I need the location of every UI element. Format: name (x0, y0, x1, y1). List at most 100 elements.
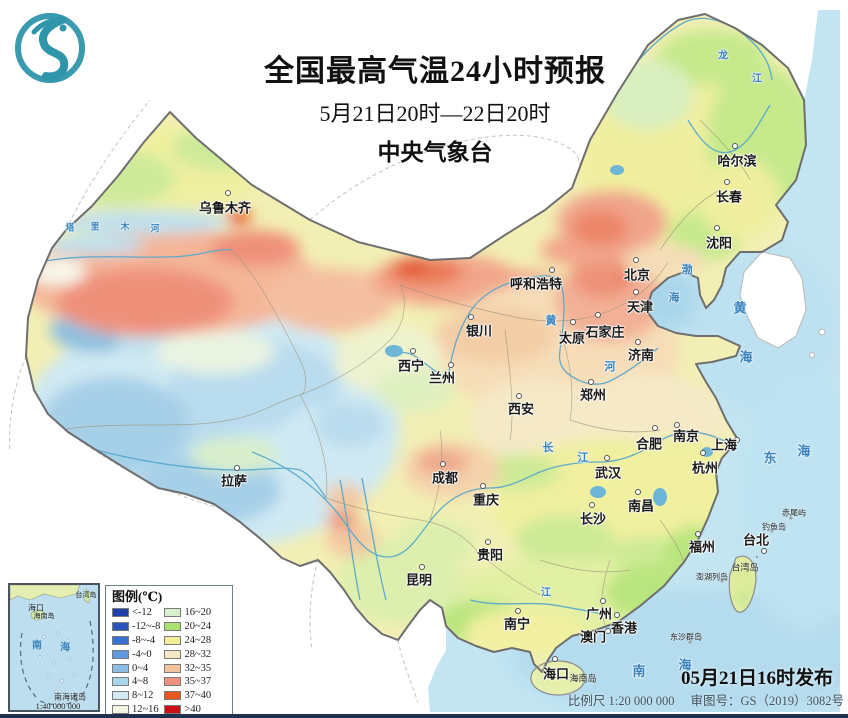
inset-label-sea: 南 (32, 640, 42, 652)
water-label: 里 (90, 221, 100, 232)
city-dot-贵阳 (485, 539, 491, 545)
legend-swatch (164, 663, 182, 673)
city-label-兰州: 兰州 (428, 370, 456, 386)
legend-swatch (112, 663, 129, 673)
city-label-北京: 北京 (623, 267, 651, 283)
city-dot-济南 (635, 339, 641, 345)
legend-swatch (112, 691, 129, 701)
city-label-香港: 香港 (610, 620, 638, 636)
legend-range-label: <-12 (132, 607, 152, 619)
legend-swatch (112, 677, 129, 687)
legend-item: 24~28 (164, 634, 211, 648)
city-label-澳门: 澳门 (579, 629, 607, 645)
map-meta-line: 比例尺 1:20 000 000 审图号：GS（2019）3082号 (568, 690, 844, 709)
legend-item: 20~24 (164, 620, 211, 634)
legend-range-label: >40 (184, 703, 201, 715)
city-label-贵阳: 贵阳 (476, 547, 504, 563)
bottom-frame-line (0, 714, 848, 718)
city-dot-哈尔滨 (732, 143, 738, 149)
city-label-海口: 海口 (542, 666, 570, 682)
city-dot-石家庄 (595, 312, 601, 318)
cma-logo (10, 8, 90, 88)
city-label-上海: 上海 (710, 437, 738, 453)
city-label-重庆: 重庆 (472, 492, 500, 508)
legend-swatch (164, 608, 182, 618)
legend-range-label: 37~40 (184, 690, 212, 702)
city-label-合肥: 合肥 (635, 436, 663, 452)
city-dot-台北 (761, 548, 767, 554)
city-dot-上海 (734, 437, 740, 443)
city-label-福州: 福州 (688, 539, 716, 555)
water-label: 江 (541, 587, 551, 599)
city-dot-杭州 (700, 450, 706, 456)
water-label: 龙 (718, 50, 728, 62)
forecast-period: 5月21日20时—22日20时 (319, 101, 551, 126)
legend-range-label: -12~-8 (132, 621, 161, 633)
city-dot-合肥 (652, 425, 658, 431)
island-label: 赤尾屿 (782, 508, 806, 518)
legend-swatch (112, 704, 129, 714)
legend-item: 35~37 (164, 675, 211, 689)
city-dot-郑州 (588, 379, 594, 385)
legend-range-label: 4~8 (132, 676, 149, 688)
legend-title: 图例(℃) (112, 589, 163, 604)
city-dot-乌鲁木齐 (225, 190, 231, 196)
map-scale: 比例尺 1:20 000 000 (567, 694, 675, 708)
city-label-南昌: 南昌 (627, 498, 655, 514)
legend-swatch (112, 622, 129, 632)
south-china-sea-inset: 台湾岛 海口 海南岛南 海南海诸岛 1:40 000 000 (8, 583, 100, 712)
legend-item: 0~4 (112, 661, 160, 675)
legend-item: >40 (164, 703, 211, 717)
city-dot-太原 (570, 319, 576, 325)
legend-swatch (112, 608, 129, 618)
city-label-沈阳: 沈阳 (705, 235, 733, 251)
island-label: 海南岛 (569, 673, 597, 684)
legend-item: -4~0 (112, 647, 160, 661)
city-dot-西宁 (410, 348, 416, 354)
city-label-乌鲁木齐: 乌鲁木齐 (198, 200, 252, 216)
legend-item: 32~35 (164, 661, 211, 675)
inset-map-graphic (10, 585, 98, 710)
city-label-南京: 南京 (672, 428, 700, 444)
city-label-武汉: 武汉 (594, 465, 622, 481)
city-dot-重庆 (480, 483, 486, 489)
city-label-郑州: 郑州 (579, 387, 607, 403)
city-label-长春: 长春 (715, 189, 743, 205)
inset-label-island: 台湾岛 (75, 591, 97, 599)
legend-item: <-12 (112, 606, 160, 620)
page-title: 全国最高气温24小时预报 (264, 55, 606, 88)
city-label-台北: 台北 (742, 532, 770, 548)
legend-item: 28~32 (164, 647, 211, 661)
inset-label-city: 海口 (28, 603, 44, 613)
city-dot-长春 (724, 179, 730, 185)
legend-item: 16~20 (164, 606, 211, 620)
water-label: 南 (632, 663, 646, 679)
city-dot-南昌 (635, 489, 641, 495)
city-dot-长沙 (589, 502, 595, 508)
legend-item: 12~16 (112, 703, 160, 717)
city-dot-广州 (600, 598, 606, 604)
city-label-太原: 太原 (558, 330, 586, 346)
legend-item: -12~-8 (112, 620, 160, 634)
water-label: 江 (752, 73, 762, 85)
water-label: 河 (604, 361, 616, 373)
city-dot-昆明 (419, 564, 425, 570)
city-dot-拉萨 (234, 465, 240, 471)
city-label-杭州: 杭州 (691, 460, 719, 476)
cma-dragon-icon (15, 13, 85, 83)
city-label-南宁: 南宁 (503, 616, 531, 632)
city-label-广州: 广州 (585, 606, 613, 622)
city-dot-武汉 (604, 455, 610, 461)
water-label: 海 (797, 443, 811, 459)
legend-range-label: 12~16 (132, 703, 159, 715)
legend-swatch (112, 649, 129, 659)
city-label-济南: 济南 (627, 347, 655, 363)
city-label-长沙: 长沙 (579, 511, 607, 527)
water-label: 黄 (545, 315, 557, 327)
legend-swatch (112, 635, 129, 645)
city-dot-沈阳 (714, 225, 720, 231)
water-label: 长 (542, 442, 554, 454)
city-dot-南宁 (515, 608, 521, 614)
island-label: 东沙群岛 (670, 632, 702, 642)
